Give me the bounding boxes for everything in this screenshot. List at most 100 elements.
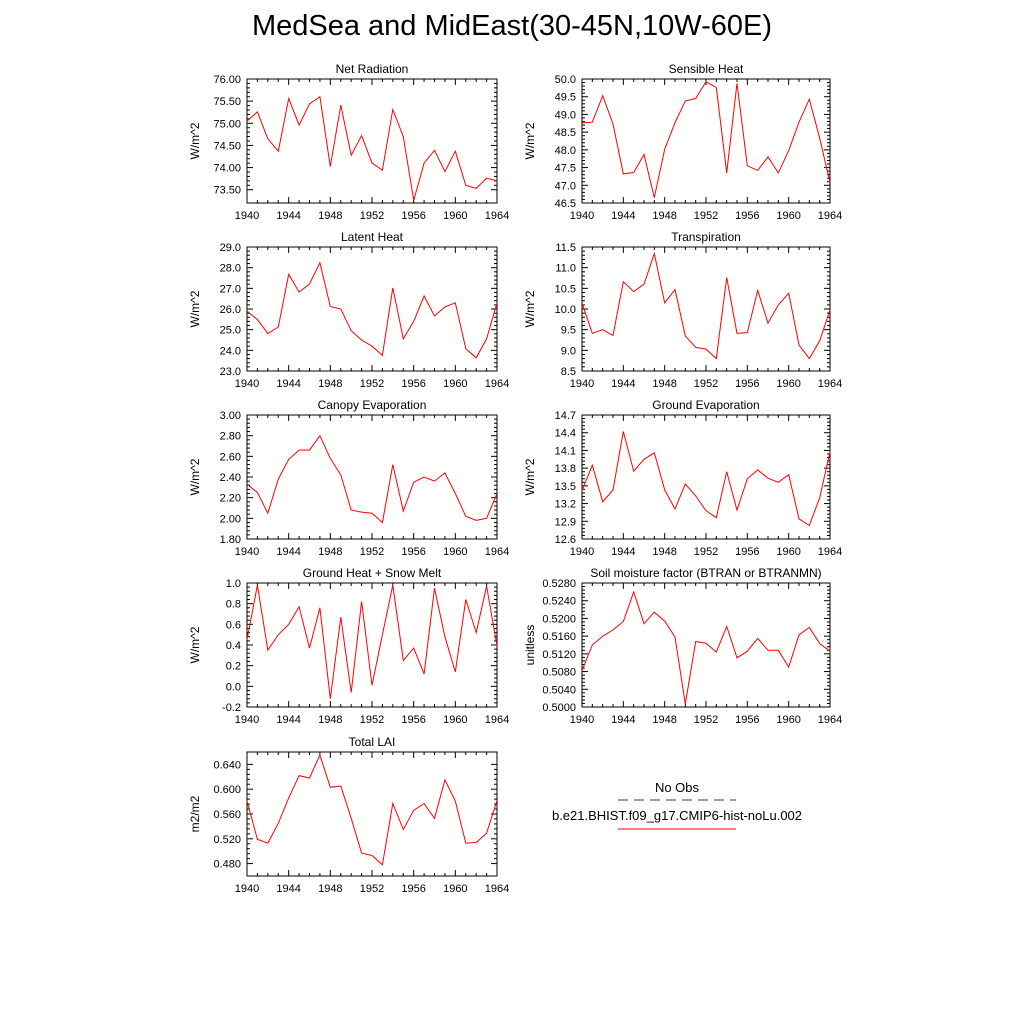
x-tick-label: 1948 <box>318 210 342 222</box>
y-tick-label: 23.0 <box>220 366 241 378</box>
legend-model-label: b.e21.BHIST.f09_g17.CMIP6-hist-noLu.002 <box>552 808 802 823</box>
y-tick-label: 13.2 <box>555 499 576 511</box>
y-tick-label: 0.5120 <box>542 649 576 661</box>
panel-title: Ground Evaporation <box>652 398 759 412</box>
y-tick-label: 0.480 <box>213 859 241 871</box>
x-tick-label: 1964 <box>485 546 509 558</box>
y-tick-label: 12.9 <box>555 516 576 528</box>
y-axis-label: W/m^2 <box>188 626 202 663</box>
x-tick-label: 1940 <box>570 714 594 726</box>
series-line <box>581 590 831 704</box>
y-tick-label: 10.0 <box>555 304 576 316</box>
y-tick-label: 0.640 <box>213 759 241 771</box>
x-tick-label: 1944 <box>276 714 300 726</box>
x-tick-label: 1964 <box>818 378 842 390</box>
y-tick-label: 0.5280 <box>542 578 576 590</box>
y-tick-label: 0.2 <box>226 661 241 673</box>
y-tick-label: 0.6 <box>226 619 241 631</box>
y-tick-label: 74.50 <box>213 140 241 152</box>
x-tick-label: 1952 <box>694 210 718 222</box>
y-tick-label: 14.7 <box>555 410 576 422</box>
y-tick-label: 49.5 <box>555 92 576 104</box>
legend: No Obs b.e21.BHIST.f09_g17.CMIP6-hist-no… <box>552 780 802 830</box>
x-tick-label: 1952 <box>360 378 384 390</box>
x-tick-label: 1956 <box>401 883 425 895</box>
x-tick-label: 1948 <box>318 883 342 895</box>
x-tick-label: 1964 <box>818 546 842 558</box>
x-tick-label: 1956 <box>401 210 425 222</box>
y-tick-label: 9.0 <box>561 345 576 357</box>
plot-frame <box>246 751 498 877</box>
x-tick-label: 1964 <box>485 883 509 895</box>
series-line <box>246 434 498 524</box>
y-tick-label: 49.0 <box>555 109 576 121</box>
x-tick-label: 1944 <box>611 714 635 726</box>
x-tick-label: 1940 <box>235 714 259 726</box>
chart-panel: 1940 1944 1948 1952 1956 1960 1964 0.5280 0.5240… <box>523 566 842 726</box>
y-tick-label: 0.4 <box>226 640 241 652</box>
x-tick-label: 1960 <box>443 883 467 895</box>
x-tick-label: 1952 <box>360 210 384 222</box>
x-tick-label: 1940 <box>235 210 259 222</box>
panel-title: Latent Heat <box>341 230 404 244</box>
y-tick-label: 1.0 <box>226 578 241 590</box>
y-tick-label: 0.5040 <box>542 684 576 696</box>
x-tick-label: 1956 <box>735 546 759 558</box>
plot-frame <box>246 78 498 204</box>
y-tick-label: 0.5240 <box>542 596 576 608</box>
chart-panel: 1940 1944 1948 1952 1956 1960 1964 1.0 0.8 0.6 0.4… <box>188 566 509 726</box>
chart-panels: 1940 1944 1948 1952 1956 1960 1964 76.00 75.50 75… <box>188 62 842 895</box>
y-tick-label: 11.0 <box>555 263 576 275</box>
y-tick-label: 0.520 <box>213 834 241 846</box>
series-line <box>246 753 498 866</box>
y-axis-label: W/m^2 <box>188 458 202 495</box>
plot-frame <box>581 582 831 708</box>
y-tick-label: 2.20 <box>220 493 241 505</box>
x-tick-label: 1944 <box>611 378 635 390</box>
y-tick-label: 46.5 <box>555 198 576 210</box>
y-axis-label: W/m^2 <box>523 290 537 327</box>
panel-title: Soil moisture factor (BTRAN or BTRANMN) <box>590 566 821 580</box>
x-tick-label: 1948 <box>652 378 676 390</box>
y-axis-label: unitless <box>523 625 537 666</box>
x-tick-label: 1940 <box>570 546 594 558</box>
x-tick-label: 1948 <box>318 546 342 558</box>
y-tick-label: 14.4 <box>555 428 576 440</box>
y-axis-label: W/m^2 <box>523 458 537 495</box>
y-axis-label: W/m^2 <box>523 122 537 159</box>
x-tick-label: 1940 <box>235 883 259 895</box>
x-tick-label: 1956 <box>735 210 759 222</box>
x-tick-label: 1964 <box>818 714 842 726</box>
y-tick-label: 0.5080 <box>542 667 576 679</box>
y-tick-label: 48.0 <box>555 145 576 157</box>
y-tick-label: 2.00 <box>220 513 241 525</box>
y-tick-label: 8.5 <box>561 366 576 378</box>
x-tick-label: 1960 <box>443 378 467 390</box>
y-tick-label: 27.0 <box>220 283 241 295</box>
x-tick-label: 1964 <box>818 210 842 222</box>
series-line <box>246 95 498 201</box>
x-tick-label: 1960 <box>443 714 467 726</box>
x-tick-label: 1964 <box>485 714 509 726</box>
x-tick-label: 1952 <box>694 714 718 726</box>
y-tick-label: 29.0 <box>220 242 241 254</box>
chart-panel: 1940 1944 1948 1952 1956 1960 1964 0.640 0.600 0.… <box>188 735 509 895</box>
x-tick-label: 1952 <box>360 546 384 558</box>
plot-frame <box>581 246 831 372</box>
chart-panel: 1940 1944 1948 1952 1956 1960 1964 3.00 2.80 2.60… <box>188 398 509 558</box>
chart-panel: 1940 1944 1948 1952 1956 1960 1964 14.7 14.4 14.1… <box>523 398 842 558</box>
x-tick-label: 1956 <box>735 714 759 726</box>
x-tick-label: 1956 <box>401 378 425 390</box>
y-tick-label: 0.5000 <box>542 702 576 714</box>
y-tick-label: -0.2 <box>222 702 241 714</box>
x-tick-label: 1956 <box>401 714 425 726</box>
y-tick-label: 0.600 <box>213 784 241 796</box>
x-tick-label: 1952 <box>360 714 384 726</box>
x-tick-label: 1952 <box>360 883 384 895</box>
y-tick-label: 2.80 <box>220 431 241 443</box>
y-axis-label: W/m^2 <box>188 122 202 159</box>
x-tick-label: 1952 <box>694 546 718 558</box>
x-tick-label: 1944 <box>276 883 300 895</box>
x-tick-label: 1940 <box>570 210 594 222</box>
x-tick-label: 1960 <box>443 546 467 558</box>
